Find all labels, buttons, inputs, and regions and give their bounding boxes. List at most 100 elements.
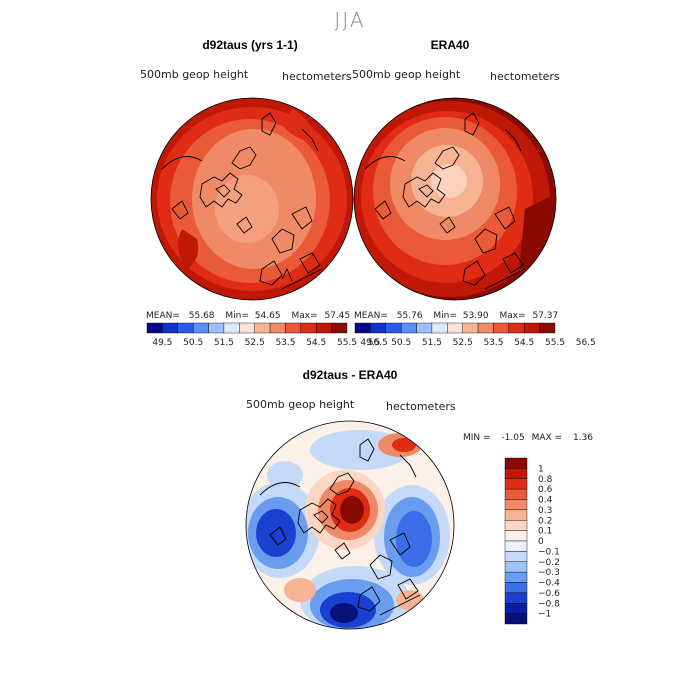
panel1-colorbar-tick-label: 51.5 <box>214 338 234 348</box>
panel3-colorbar-swatch <box>504 520 528 531</box>
figure-title: JJA <box>334 8 366 32</box>
panel2-colorbar-tick-label: 56.5 <box>576 338 596 348</box>
panel1-colorbar-tick-label: 49.5 <box>152 338 172 348</box>
panel3-colorbar-swatch <box>504 509 528 521</box>
panel3-colorbar-swatch <box>504 478 528 490</box>
panel3-colorbar-swatch <box>504 603 528 614</box>
panel2-colorbar-swatch <box>477 322 494 334</box>
panel1-colorbar-tick-label: 55.5 <box>337 338 357 348</box>
panel2-colorbar-tick-label: 50.5 <box>391 338 411 348</box>
panel3-colorbar-swatch <box>504 530 528 542</box>
panel1-colorbar-swatch <box>331 322 348 334</box>
panel3-colorbar-swatch <box>504 571 528 583</box>
panel3-units: hectometers <box>386 400 456 413</box>
panel3-colorbar-swatch <box>504 561 528 573</box>
panel1-min-value: 54.65 <box>254 311 281 321</box>
panel3-colorbar-tick-label: −0.2 <box>538 558 560 568</box>
panel3-colorbar-swatch <box>504 499 528 511</box>
panel3-colorbar-swatch <box>504 457 528 469</box>
panel3-colorbar-tick-label: 0.6 <box>538 485 553 495</box>
panel3-colorbar-tick-label: −0.8 <box>538 599 560 609</box>
panel3-colorbar-tick-label: −0.1 <box>538 547 560 557</box>
panel2-colorbar-tick-label: 53.5 <box>483 338 503 348</box>
panel2-colorbar-swatch <box>508 322 525 334</box>
panel3-colorbar-tick-label: 0.4 <box>538 496 553 506</box>
panel2-title: ERA40 <box>430 38 470 52</box>
panel2-colorbar-swatch <box>539 322 556 334</box>
panel3-colorbar-tick-label: 0.1 <box>538 527 552 537</box>
panel3-colorbar-swatch <box>504 592 528 604</box>
panel1-colorbar-swatch <box>223 322 240 334</box>
panel2-colorbar-swatch <box>493 322 510 334</box>
panel3-polar-map <box>245 420 455 630</box>
panel2-min-value: 53.90 <box>462 311 489 321</box>
panel1-colorbar-swatch <box>177 322 194 334</box>
panel2-colorbar-tick-label: 54.5 <box>514 338 534 348</box>
panel2-colorbar-swatch <box>400 322 417 334</box>
panel1-colorbar-swatch <box>285 322 302 334</box>
panel2-colorbar-swatch <box>447 322 463 334</box>
panel2-colorbar-tick-label: 52.5 <box>453 338 473 348</box>
panel3-colorbar-tick-label: 0.8 <box>538 475 553 485</box>
panel3-min-label: MIN = <box>463 433 491 443</box>
panel2-colorbar-tick-label: 51.5 <box>422 338 442 348</box>
panel2-colorbar-swatch <box>462 322 479 334</box>
panel2-variable: 500mb geop height <box>352 68 461 81</box>
panel1-colorbar-tick-label: 54.5 <box>306 338 326 348</box>
panel3-colorbar-swatch <box>504 488 528 500</box>
panel3-max-value: 1.36 <box>572 433 594 443</box>
panel1-mean-value: 55.68 <box>188 311 215 321</box>
panel2-colorbar: 49.5 50.5 51.5 52.5 53.5 54.5 55.5 56.5 <box>354 322 596 348</box>
panel1-colorbar-swatch <box>162 322 178 334</box>
panel3-colorbar-tick-label: 0 <box>538 537 544 547</box>
panel1-colorbar-tick-label: 56.5 <box>368 338 388 348</box>
panel1-colorbar-tick-label: 50.5 <box>183 338 203 348</box>
panel2-colorbar-swatch <box>524 322 540 334</box>
panel2-max-label: Max= <box>499 311 526 321</box>
panel2-colorbar-swatch <box>354 322 371 334</box>
panel1-colorbar: 49.5 50.5 51.5 52.5 53.5 54.5 55.5 56.5 <box>146 322 388 348</box>
panel3-colorbar-tick-label: 0.3 <box>538 506 552 516</box>
panel3-colorbar-swatch <box>504 540 528 552</box>
panel1-stats: MEAN= 55.68 Min= 54.65 Max= 57.45 <box>146 311 350 321</box>
panel3-colorbar-tick-label: −0.4 <box>538 579 560 589</box>
panel1-title: d92taus (yrs 1-1) <box>202 38 298 52</box>
panel1-variable: 500mb geop height <box>140 68 249 81</box>
panel1-colorbar-swatch <box>239 322 255 334</box>
panel1-colorbar-tick-label: 52.5 <box>245 338 265 348</box>
panel3-colorbar: 10.80.60.40.30.20.10−0.1−0.2−0.3−0.4−0.6… <box>504 457 560 625</box>
panel2-colorbar-tick-label: 49.5 <box>360 338 380 348</box>
panel1-colorbar-swatch <box>146 322 163 334</box>
panel3-colorbar-swatch <box>504 551 528 562</box>
panel1-colorbar-swatch <box>254 322 271 334</box>
panel1-colorbar-swatch <box>208 322 225 334</box>
panel1-max-value: 57.45 <box>324 311 351 321</box>
panel2-polar-map <box>353 97 557 301</box>
panel1-colorbar-swatch <box>192 322 209 334</box>
panel3-colorbar-swatch <box>504 582 528 594</box>
panel1-max-label: Max= <box>291 311 318 321</box>
panel2-stats: MEAN= 55.76 Min= 53.90 Max= 57.37 <box>354 311 558 321</box>
panel1-polar-map <box>150 97 354 301</box>
panel1-colorbar-swatch <box>316 322 332 334</box>
panel3-stats: MIN = -1.05 MAX = 1.36 <box>463 433 593 443</box>
panel1-min-label: Min= <box>225 311 249 321</box>
panel2-colorbar-swatch <box>385 322 402 334</box>
panel2-colorbar-tick-label: 55.5 <box>545 338 565 348</box>
panel3-colorbar-swatch <box>504 613 528 625</box>
panel1-mean-label: MEAN= <box>146 311 180 321</box>
panel2-units: hectometers <box>490 70 560 83</box>
panel3-min-value: -1.05 <box>501 433 525 443</box>
panel2-min-label: Min= <box>433 311 457 321</box>
panel2-mean-label: MEAN= <box>354 311 388 321</box>
panel3-title: d92taus - ERA40 <box>302 368 398 382</box>
panel3-colorbar-tick-label: −0.6 <box>538 589 560 599</box>
panel3-variable: 500mb geop height <box>246 398 355 411</box>
panel2-colorbar-swatch <box>370 322 386 334</box>
panel3-colorbar-swatch <box>504 468 528 479</box>
panel3-colorbar-tick-label: 0.2 <box>538 516 552 526</box>
panel3-colorbar-tick-label: −1 <box>538 610 551 620</box>
panel2-colorbar-swatch <box>431 322 448 334</box>
panel3-colorbar-tick-label: −0.3 <box>538 568 560 578</box>
panel1-units: hectometers <box>282 70 352 83</box>
